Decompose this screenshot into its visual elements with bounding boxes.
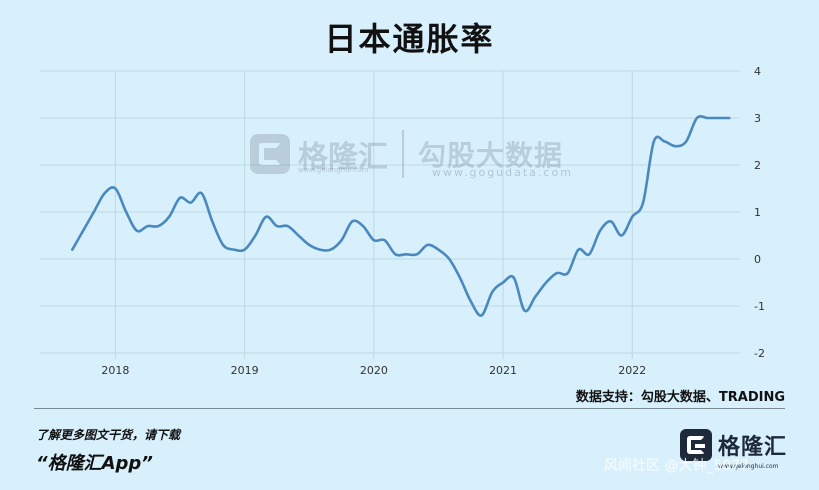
- y-tick-label: 1: [754, 206, 761, 219]
- watermark-name-2: 勾股大数据: [418, 139, 564, 172]
- x-tick-label: 2019: [231, 364, 259, 377]
- watermark-name-1: 格隆汇: [298, 140, 388, 175]
- series-line: [71, 114, 731, 317]
- promo-text: 了解更多图文干货，请下载: [36, 428, 181, 442]
- gelonghui-logo-icon: [680, 429, 712, 461]
- watermark: 格隆汇 勾股大数据: [250, 130, 563, 178]
- x-tick-label: 2020: [360, 364, 388, 377]
- chart-title: 日本通胀率: [324, 20, 495, 58]
- y-tick-label: -2: [754, 347, 765, 360]
- brand-url: www.gelonghui.com: [718, 463, 779, 470]
- y-tick-label: 4: [754, 65, 761, 78]
- watermark-url-2: www.gogudata.com: [432, 166, 573, 179]
- y-tick-label: -1: [754, 300, 765, 313]
- source-credit: 风闻社区 @大钟_5077: [604, 458, 750, 474]
- y-tick-label: 2: [754, 159, 761, 172]
- watermark-divider: [402, 130, 404, 178]
- watermark-url-1: www.gelonghui.com: [298, 166, 369, 174]
- footer-divider: [34, 408, 785, 409]
- promo-app-name: “格隆汇App”: [36, 453, 153, 474]
- data-source: 数据支持：勾股大数据、TRADING: [575, 390, 785, 405]
- y-tick-label: 3: [754, 112, 761, 125]
- gelonghui-logo-icon: [250, 134, 290, 174]
- x-tick-label: 2018: [101, 364, 129, 377]
- y-gridlines: [40, 70, 740, 354]
- brand-logo: 格隆汇: [680, 428, 787, 462]
- y-axis-ticks: -2 -1 0 1 2 3 4: [754, 65, 765, 360]
- brand-name: 格隆汇: [718, 435, 788, 460]
- x-gridlines: [114, 71, 633, 359]
- x-tick-label: 2022: [618, 364, 646, 377]
- x-axis-ticks: 2018 2019 2020 2021 2022: [101, 364, 646, 377]
- x-tick-label: 2021: [489, 364, 517, 377]
- y-tick-label: 0: [754, 253, 761, 266]
